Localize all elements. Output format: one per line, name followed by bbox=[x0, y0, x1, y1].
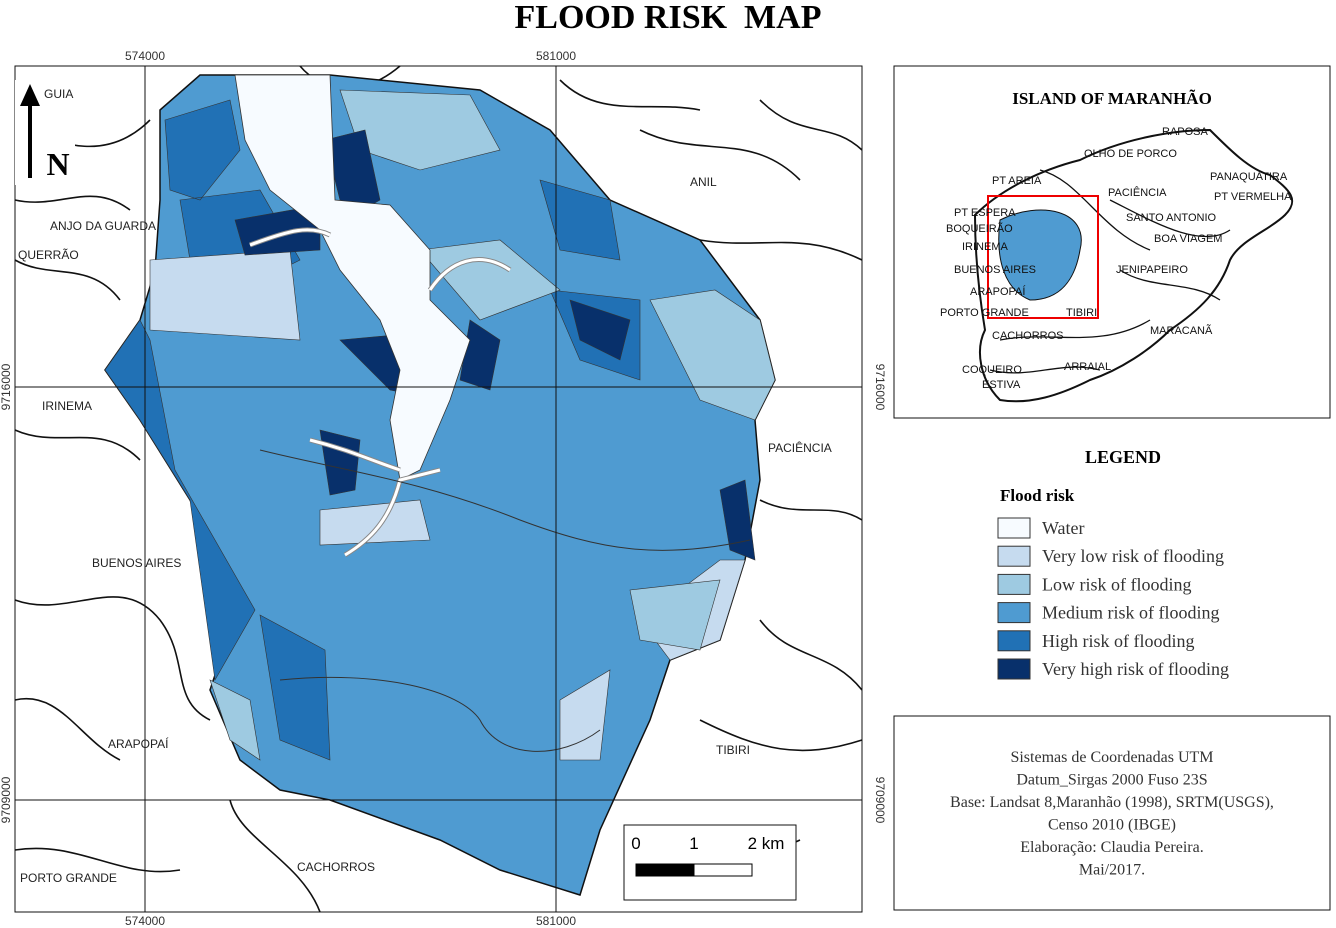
legend-subtitle: Flood risk bbox=[1000, 486, 1075, 505]
place-label: ANJO DA GUARDA bbox=[50, 219, 156, 233]
inset-place: RAPOSA bbox=[1162, 126, 1209, 138]
info-frame bbox=[893, 715, 1331, 911]
info-line: Censo 2010 (IBGE) bbox=[1048, 817, 1176, 834]
grid-label: 581000 bbox=[536, 49, 576, 63]
legend-swatch bbox=[997, 545, 1031, 567]
inset-place: JENIPAPEIRO bbox=[1116, 264, 1188, 276]
place-label: PACIÊNCIA bbox=[768, 440, 832, 455]
grid-label: 9716000 bbox=[0, 363, 13, 410]
scale-label: 2 km bbox=[748, 834, 785, 853]
legend-label: Very high risk of flooding bbox=[1042, 659, 1229, 679]
risk-zone bbox=[259, 614, 331, 761]
legend-swatch bbox=[997, 602, 1031, 624]
north-label: N bbox=[46, 146, 69, 182]
inset-place: MARACANÃ bbox=[1150, 324, 1213, 337]
inset-place: PACIÊNCIA bbox=[1108, 186, 1167, 199]
study-area bbox=[104, 74, 776, 896]
risk-zone bbox=[149, 249, 746, 761]
inset-place: TIBIRI bbox=[1066, 307, 1097, 319]
info-line: Datum_Sirgas 2000 Fuso 23S bbox=[1016, 772, 1207, 789]
legend-label: High risk of flooding bbox=[1042, 631, 1195, 651]
inset-place: PANAQUATIRA bbox=[1210, 171, 1288, 183]
legend-swatch bbox=[997, 630, 1031, 652]
inset-labels: RAPOSA OLHO DE PORCO PT AREIA PANAQUATIR… bbox=[940, 126, 1292, 391]
place-label: GUIA bbox=[44, 87, 73, 101]
scale-label: 1 bbox=[689, 834, 698, 853]
inset-place: SANTO ANTONIO bbox=[1126, 212, 1217, 224]
place-label: PORTO GRANDE bbox=[20, 871, 117, 885]
inset-place: IRINEMA bbox=[962, 241, 1009, 253]
inset-place: PT AREIA bbox=[992, 175, 1042, 187]
legend-title: LEGEND bbox=[1085, 447, 1161, 467]
inset-place: COQUEIRO bbox=[962, 364, 1022, 376]
place-label: IRINEMA bbox=[42, 399, 92, 413]
legend-label: Medium risk of flooding bbox=[1042, 603, 1220, 623]
place-label: ANIL bbox=[690, 175, 717, 189]
legend-label: Low risk of flooding bbox=[1042, 574, 1191, 594]
title: FLOOD RISK MAP bbox=[515, 0, 822, 36]
inset-title: ISLAND OF MARANHÃO bbox=[1012, 89, 1212, 108]
grid-label: 9709000 bbox=[873, 777, 887, 824]
place-label: BUENOS AIRES bbox=[92, 556, 181, 570]
info-line: Sistemas de Coordenadas UTM bbox=[1010, 749, 1213, 766]
info-line: Mai/2017. bbox=[1079, 862, 1145, 879]
place-label: ARAPOPAÍ bbox=[108, 736, 169, 751]
info-line: Elaboração: Claudia Pereira. bbox=[1020, 839, 1203, 856]
scale-bar: 0 1 2 km bbox=[623, 824, 797, 901]
legend-label: Water bbox=[1042, 518, 1085, 538]
legend-label: Very low risk of flooding bbox=[1042, 546, 1224, 566]
inset-place: BUENOS AIRES bbox=[954, 264, 1036, 276]
inset-place: OLHO DE PORCO bbox=[1084, 148, 1177, 160]
legend-swatch bbox=[997, 517, 1031, 539]
place-labels: GUIA ANJO DA GUARDA QUERRÃO IRINEMA BUEN… bbox=[18, 87, 832, 885]
grid-label: 581000 bbox=[536, 914, 576, 928]
info-text: Sistemas de Coordenadas UTM Datum_Sirgas … bbox=[950, 749, 1274, 879]
inset-place: PT ESPERA bbox=[954, 207, 1016, 219]
north-arrow: N bbox=[15, 80, 75, 185]
place-label: QUERRÃO bbox=[18, 248, 79, 262]
place-label: TIBIRI bbox=[716, 743, 750, 757]
grid-label: 574000 bbox=[125, 49, 165, 63]
inset-place: PORTO GRANDE bbox=[940, 307, 1029, 319]
scale-label: 0 bbox=[631, 834, 640, 853]
risk-zone bbox=[104, 319, 256, 681]
grid-label: 9709000 bbox=[0, 776, 13, 823]
legend-swatch bbox=[997, 573, 1031, 595]
grid-label: 574000 bbox=[125, 914, 165, 928]
info-line: Base: Landsat 8,Maranhão (1998), SRTM(US… bbox=[950, 794, 1274, 811]
legend: Water Very low risk of flooding Low risk o… bbox=[997, 517, 1229, 680]
legend-swatch bbox=[997, 658, 1031, 680]
inset-place: BOA VIAGEM bbox=[1154, 233, 1222, 245]
risk-zone bbox=[209, 89, 776, 761]
inset-island bbox=[973, 128, 1294, 403]
inset-place: ARRAIAL bbox=[1064, 361, 1111, 373]
inset-place: ESTIVA bbox=[982, 379, 1021, 391]
inset-place: CACHORROS bbox=[992, 330, 1064, 342]
grid-label: 9716000 bbox=[873, 364, 887, 411]
inset-place: ARAPOPAÍ bbox=[970, 285, 1026, 298]
place-label: CACHORROS bbox=[297, 860, 375, 874]
inset-place: PT VERMELHA bbox=[1214, 191, 1292, 203]
grid-lines bbox=[15, 66, 862, 912]
inset-place: BOQUEIRÃO bbox=[946, 222, 1013, 235]
